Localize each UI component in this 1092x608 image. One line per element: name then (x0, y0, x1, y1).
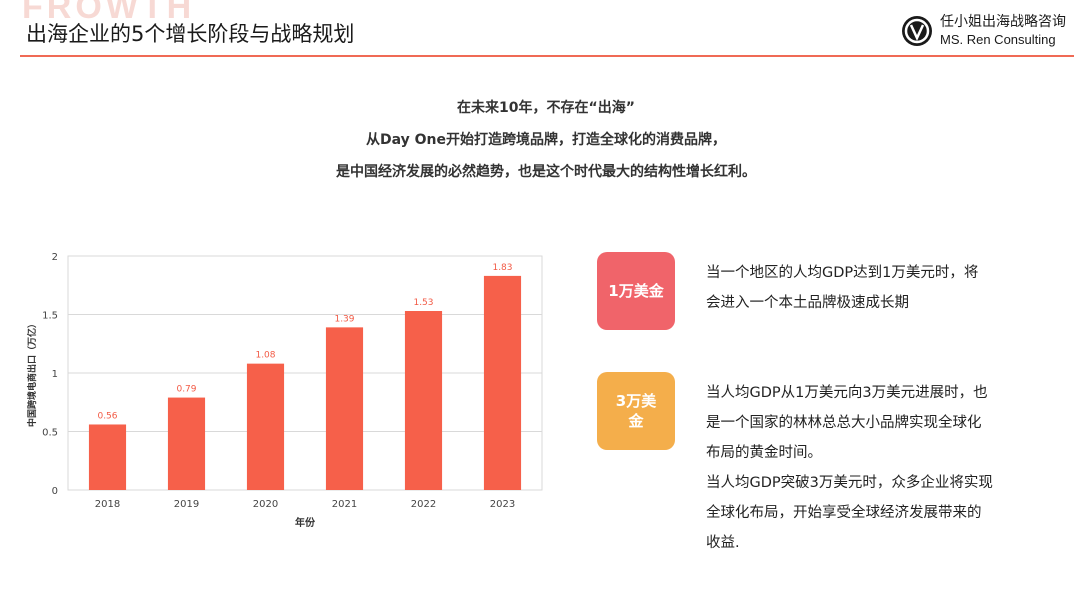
callout-badge-2-label: 金 (628, 412, 644, 430)
brand-logo-icon (902, 16, 932, 46)
x-tick-label: 2020 (253, 499, 278, 510)
y-tick-label: 1 (52, 369, 58, 380)
x-tick-label: 2021 (332, 499, 357, 510)
bar-2023 (483, 275, 522, 490)
callout-desc-2-line: 是一个国家的林林总总大小品牌实现全球化 (706, 415, 982, 431)
header-divider (20, 55, 1074, 57)
x-tick-label: 2023 (490, 499, 515, 510)
data-label-2023: 1.83 (492, 263, 512, 273)
bar-2020 (246, 363, 285, 490)
bar-chart-svg: 0 0.5 1 1.5 2 0.56 2018 0.79 2019 1.08 2020 1.39 202… (26, 252, 543, 529)
data-label-2018: 0.56 (97, 411, 117, 421)
data-label-2020: 1.08 (255, 351, 275, 361)
bar-2022 (404, 310, 443, 490)
y-tick-label: 1.5 (42, 311, 58, 322)
callout-desc-2: 当人均GDP从1万美元向3万美元进展时，也 是一个国家的林林总总大小品牌实现全球… (706, 378, 1036, 558)
page-title: 出海企业的5个增长阶段与战略规划 (26, 22, 355, 46)
callout-badge-1: 1万美金 (597, 252, 675, 330)
bar-2019 (167, 397, 206, 490)
watermark: FROWTH (22, 0, 196, 26)
callout-desc-1-line: 会进入一个本土品牌极速成长期 (706, 295, 909, 311)
data-label-2022: 1.53 (413, 298, 433, 308)
callout-desc-1-line: 当一个地区的人均GDP达到1万美元时，将 (706, 265, 979, 281)
bar-2021 (325, 327, 364, 490)
callout-desc-2-line: 当人均GDP突破3万美元时，众多企业将实现 (706, 475, 993, 491)
callout-badge-1-label: 1万美金 (608, 282, 664, 300)
x-axis-label: 年份 (295, 516, 316, 529)
y-tick-label: 0.5 (42, 428, 58, 439)
y-axis-label: 中国跨境电商出口（万亿） (26, 319, 38, 427)
intro-line-1: 在未来10年，不存在“出海” (457, 100, 635, 116)
x-tick-label: 2022 (411, 499, 436, 510)
bar-chart: 0 0.5 1 1.5 2 0.56 2018 0.79 2019 1.08 2020 1.39 202… (22, 244, 552, 534)
y-tick-label: 2 (52, 252, 58, 263)
intro-text: 在未来10年，不存在“出海” 从Day One开始打造跨境品牌，打造全球化的消费… (0, 92, 1092, 188)
brand-name-en: MS. Ren Consulting (940, 32, 1056, 47)
callout-desc-1: 当一个地区的人均GDP达到1万美元时，将 会进入一个本土品牌极速成长期 (706, 258, 1026, 318)
callout-desc-2-line: 收益. (706, 535, 740, 551)
callout-desc-2-line: 当人均GDP从1万美元向3万美元进展时，也 (706, 385, 988, 401)
brand-name-cn: 任小姐出海战略咨询 (940, 14, 1066, 30)
callout-badge-2-label: 3万美 (615, 392, 657, 410)
intro-line-2: 从Day One开始打造跨境品牌，打造全球化的消费品牌， (366, 132, 726, 148)
callout-desc-2-line: 布局的黄金时间。 (706, 445, 822, 461)
header: FROWTH 出海企业的5个增长阶段与战略规划 任小姐出海战略咨询 MS. Re… (0, 0, 1092, 58)
callout-badge-2: 3万美 金 (597, 372, 675, 450)
data-label-2019: 0.79 (176, 385, 196, 395)
data-label-2021: 1.39 (334, 314, 354, 324)
x-tick-label: 2019 (174, 499, 199, 510)
callout-desc-2-line: 全球化布局，开始享受全球经济发展带来的 (706, 505, 982, 521)
x-tick-label: 2018 (95, 499, 120, 510)
bar-2018 (88, 424, 127, 490)
y-tick-label: 0 (52, 486, 58, 497)
intro-line-3: 是中国经济发展的必然趋势，也是这个时代最大的结构性增长红利。 (336, 164, 756, 180)
brand: 任小姐出海战略咨询 MS. Ren Consulting (902, 14, 1066, 48)
